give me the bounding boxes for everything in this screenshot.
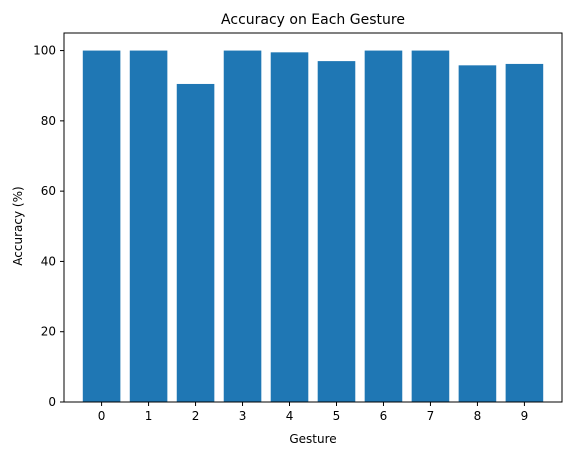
x-tick-label: 4 [286,409,294,423]
y-tick-label: 80 [41,114,56,128]
x-tick-label: 2 [192,409,200,423]
bar-gesture-2 [176,83,215,402]
x-tick-label: 5 [333,409,341,423]
bar-gesture-3 [223,50,262,402]
plot-frame [63,32,563,403]
x-tick-label: 3 [239,409,247,423]
y-tick-label: 0 [48,395,56,409]
bar-gesture-5 [317,61,356,402]
x-tick-label: 1 [145,409,153,423]
bar-gesture-1 [129,50,168,402]
x-tick-label: 6 [380,409,388,423]
chart-title: Accuracy on Each Gesture [221,12,405,28]
y-tick-label: 100 [33,44,56,58]
x-ticks-group: 0 1 2 3 4 5 6 7 8 9 [98,402,528,423]
y-axis-label: Accuracy (%) [11,186,25,265]
bar-gesture-7 [411,50,450,402]
y-tick-label: 40 [41,254,56,268]
x-axis-label: Gesture [289,432,336,446]
x-tick-label: 0 [98,409,106,423]
bar-gesture-8 [458,65,497,403]
y-tick-label: 60 [41,184,56,198]
bar-gesture-4 [270,52,309,402]
x-tick-label: 7 [427,409,435,423]
x-tick-label: 8 [474,409,482,423]
bar-gesture-0 [82,50,121,402]
y-tick-label: 20 [41,325,56,339]
bars-group [82,50,544,403]
bar-gesture-6 [364,50,403,402]
bar-gesture-9 [505,63,544,402]
y-ticks-group: 0 20 40 60 80 100 [33,44,64,409]
x-tick-label: 9 [521,409,529,423]
